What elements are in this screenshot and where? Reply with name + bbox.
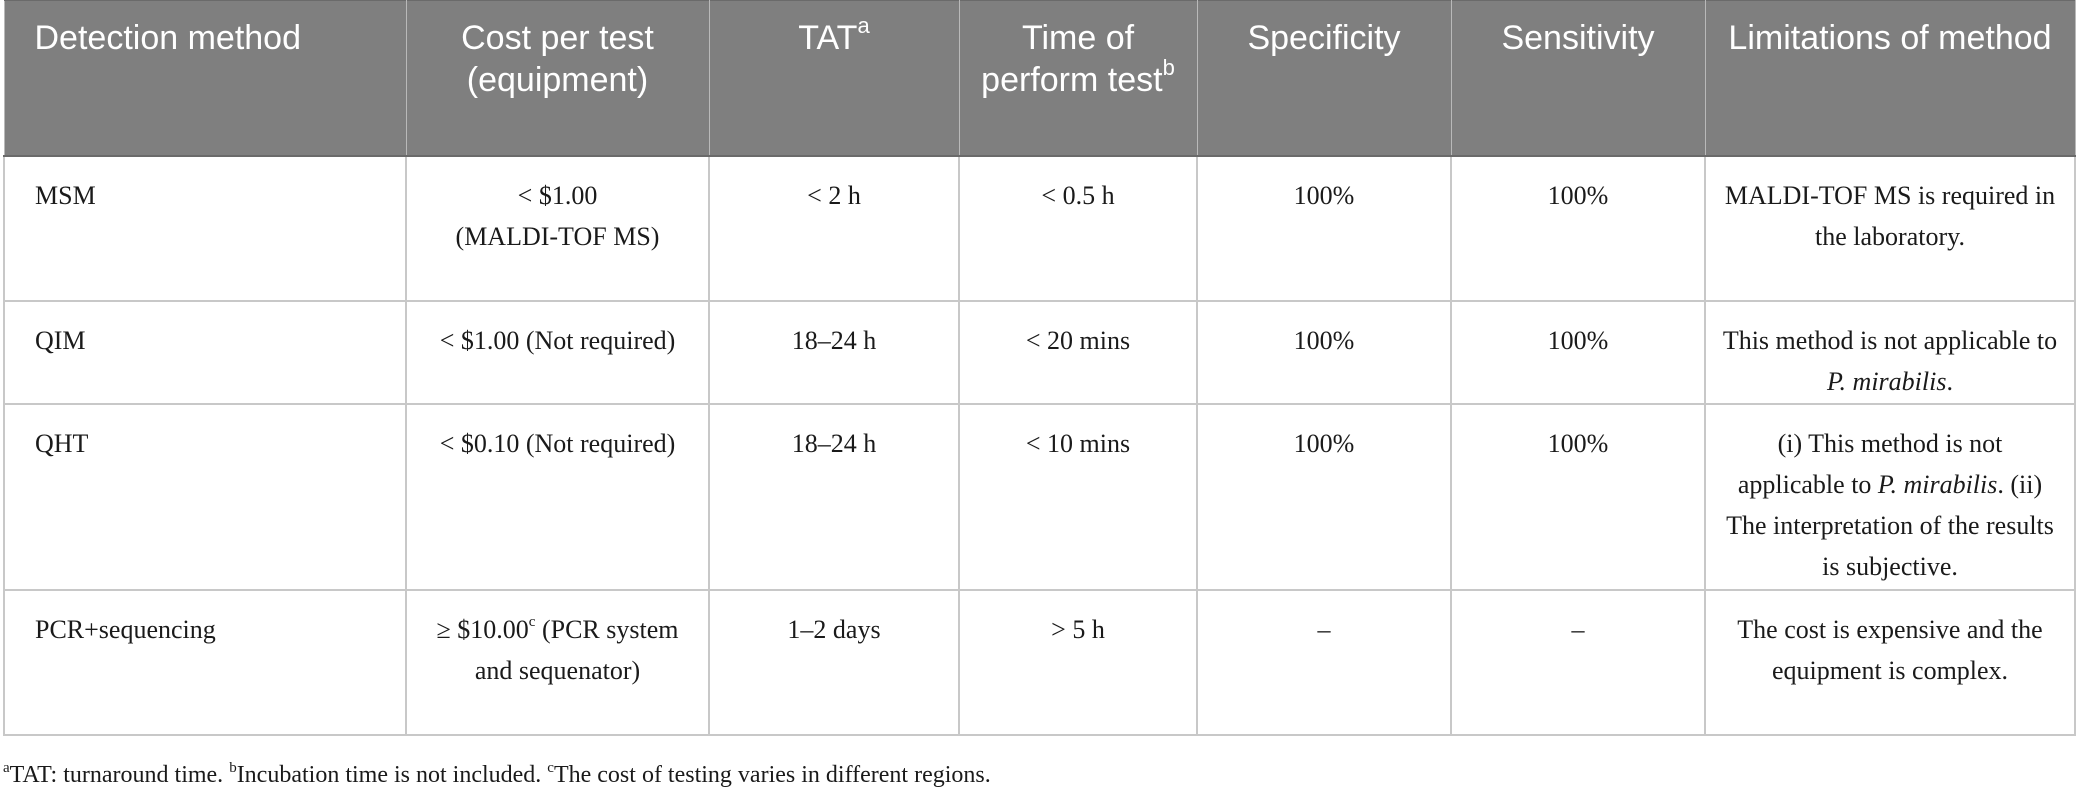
- cell-specificity: 100%: [1196, 154, 1452, 302]
- cell-limitation: The cost is expensive and the equipment …: [1704, 588, 2076, 736]
- comparison-table-container: Detection method Cost per test (equipmen…: [3, 0, 2076, 788]
- table-footnotes: aTAT: turnaround time. bIncubation time …: [3, 760, 991, 790]
- footnote-a-mark: a: [3, 760, 10, 776]
- footnote-c-mark: c: [547, 760, 554, 776]
- cell-method: MSM: [3, 154, 407, 302]
- header-detection-method: Detection method: [3, 0, 407, 157]
- footnote-a-text: TAT: turnaround time.: [9, 762, 230, 788]
- header-cost-per-test: Cost per test (equipment): [405, 0, 710, 157]
- footnote-b-mark: b: [229, 760, 237, 776]
- cell-tat: 18–24 h: [708, 299, 960, 405]
- cell-method: QIM: [3, 299, 407, 405]
- header-sensitivity: Sensitivity: [1450, 0, 1706, 157]
- cell-cost: ≥ $10.00c (PCR system and sequenator): [405, 588, 710, 736]
- table-row: QHT < $0.10 (Not required) 18–24 h < 10 …: [3, 402, 2076, 591]
- cell-cost: < $1.00 (Not required): [405, 299, 710, 405]
- cell-time: < 0.5 h: [958, 154, 1198, 302]
- detection-methods-table: Detection method Cost per test (equipmen…: [3, 0, 2076, 736]
- header-limitations: Limitations of method: [1704, 0, 2076, 157]
- footnote-c-text: The cost of testing varies in different …: [553, 762, 991, 788]
- cell-time: < 10 mins: [958, 402, 1198, 591]
- cell-sensitivity: 100%: [1450, 402, 1706, 591]
- table-header-row: Detection method Cost per test (equipmen…: [3, 0, 2076, 157]
- cell-time: < 20 mins: [958, 299, 1198, 405]
- header-time-of-perform-test: Time of perform testb: [958, 0, 1198, 157]
- cell-specificity: 100%: [1196, 402, 1452, 591]
- cell-tat: < 2 h: [708, 154, 960, 302]
- cell-sensitivity: –: [1450, 588, 1706, 736]
- cell-limitation: This method is not applicable to P. mira…: [1704, 299, 2076, 405]
- header-tat: TATa: [708, 0, 960, 157]
- table-row: MSM < $1.00 (MALDI-TOF MS) < 2 h < 0.5 h …: [3, 154, 2076, 302]
- cell-sensitivity: 100%: [1450, 154, 1706, 302]
- cell-method: PCR+sequencing: [3, 588, 407, 736]
- cell-limitation: MALDI-TOF MS is required in the laborato…: [1704, 154, 2076, 302]
- table-row: QIM < $1.00 (Not required) 18–24 h < 20 …: [3, 299, 2076, 405]
- cell-time: > 5 h: [958, 588, 1198, 736]
- cell-tat: 18–24 h: [708, 402, 960, 591]
- cell-specificity: –: [1196, 588, 1452, 736]
- cell-method: QHT: [3, 402, 407, 591]
- cell-limitation: (i) This method is not applicable to P. …: [1704, 402, 2076, 591]
- header-specificity: Specificity: [1196, 0, 1452, 157]
- cell-cost: < $1.00 (MALDI-TOF MS): [405, 154, 710, 302]
- cell-cost: < $0.10 (Not required): [405, 402, 710, 591]
- cell-specificity: 100%: [1196, 299, 1452, 405]
- cell-sensitivity: 100%: [1450, 299, 1706, 405]
- table-row: PCR+sequencing ≥ $10.00c (PCR system and…: [3, 588, 2076, 736]
- footnote-b-text: Incubation time is not included.: [236, 762, 548, 788]
- cell-tat: 1–2 days: [708, 588, 960, 736]
